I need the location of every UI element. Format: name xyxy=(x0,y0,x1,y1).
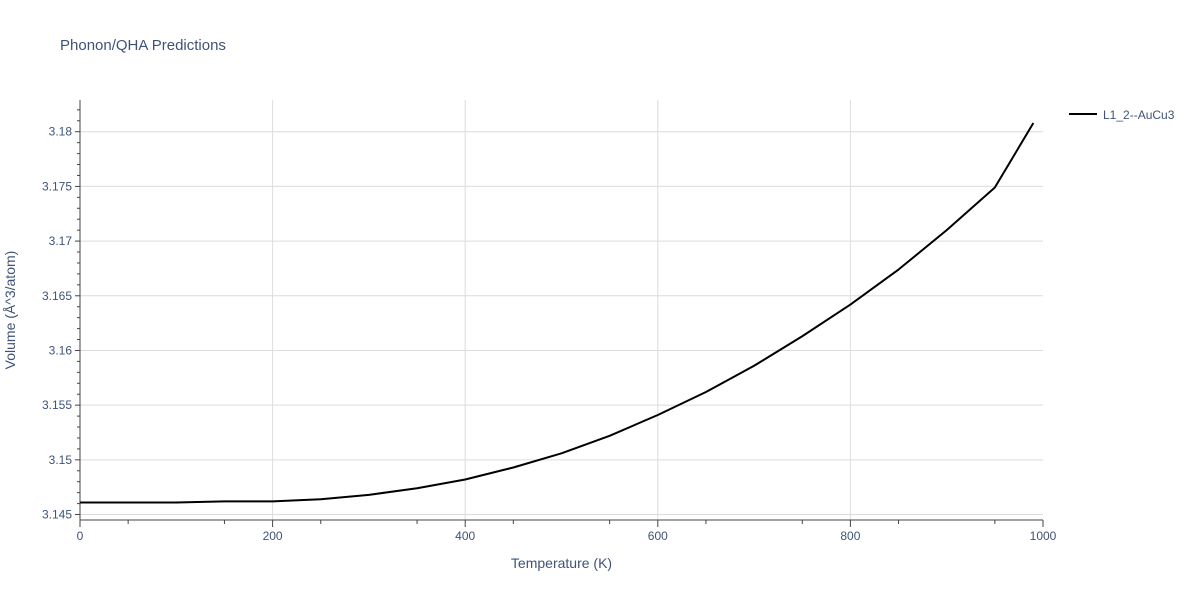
x-tick-label: 200 xyxy=(263,529,283,543)
series-line xyxy=(80,122,1035,504)
axes: 0 200 400 600 800 1000 3.145 3.15 3.155 3.16 3.165… xyxy=(42,100,1057,543)
x-axis-title: Temperature (K) xyxy=(511,555,612,571)
chart-title: Phonon/QHA Predictions xyxy=(60,37,226,54)
y-tick-label: 3.18 xyxy=(49,125,73,139)
x-tick-label: 600 xyxy=(648,529,668,543)
x-tick-label: 800 xyxy=(840,529,860,543)
y-tick-label: 3.16 xyxy=(49,343,73,357)
y-tick-label: 3.165 xyxy=(42,289,72,303)
y-tick-label: 3.17 xyxy=(49,234,73,248)
y-tick-label: 3.175 xyxy=(42,179,72,193)
legend[interactable]: L1_2--AuCu3 xyxy=(1069,108,1175,122)
x-tick-label: 1000 xyxy=(1030,529,1057,543)
x-tick-label: 400 xyxy=(455,529,475,543)
legend-item-label: L1_2--AuCu3 xyxy=(1103,108,1175,122)
grid xyxy=(80,100,1043,520)
series-layer xyxy=(80,122,1035,504)
y-tick-label: 3.145 xyxy=(42,508,72,522)
x-tick-label: 0 xyxy=(77,529,84,543)
y-axis-title: Volume (Å^3/atom) xyxy=(2,251,18,370)
y-tick-label: 3.155 xyxy=(42,398,72,412)
y-tick-label: 3.15 xyxy=(49,453,73,467)
